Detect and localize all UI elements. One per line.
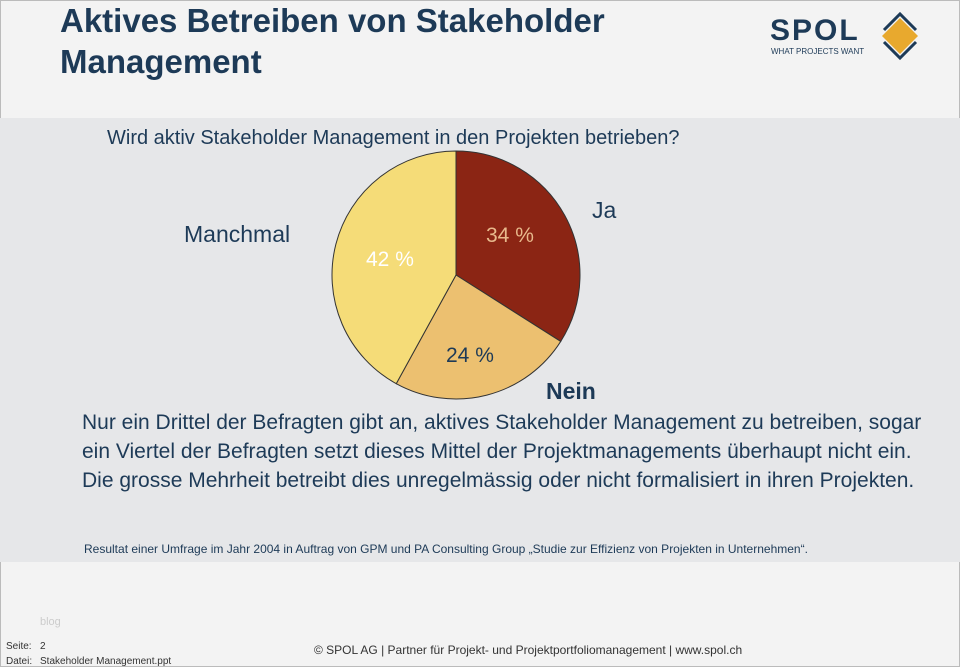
label-ja: 34 % <box>486 224 534 247</box>
legend-manchmal: Manchmal <box>184 221 291 247</box>
footer-copyright: © SPOL AG | Partner für Projekt- und Pro… <box>314 643 743 657</box>
page-title: Aktives Betreiben von Stakeholder Manage… <box>60 2 605 80</box>
svg-text:SPOL: SPOL <box>770 14 860 47</box>
svg-text:WHAT PROJECTS WANT: WHAT PROJECTS WANT <box>771 47 864 56</box>
pie-slice-ja <box>455 150 581 343</box>
label-nein: 24 % <box>446 344 494 367</box>
summary-text: Nur ein Drittel der Befragten gibt an, a… <box>82 411 922 492</box>
page-label: Seite: <box>6 641 32 652</box>
file-label: Datei: <box>6 656 33 667</box>
file-name: Stakeholder Management.ppt <box>40 656 172 667</box>
label-manchmal: 42 % <box>366 248 414 271</box>
legend-ja: Ja <box>592 197 617 223</box>
source-note: Resultat einer Umfrage im Jahr 2004 in A… <box>84 542 808 556</box>
blog-watermark: blog <box>40 616 61 628</box>
chart-question: Wird aktiv Stakeholder Management in den… <box>107 127 680 149</box>
pie-slice-nein <box>395 274 562 400</box>
pie-slice-manchmal <box>331 150 457 385</box>
legend-nein: Nein <box>546 378 596 404</box>
page-number: 2 <box>40 641 46 652</box>
spol-logo: SPOL WHAT PROJECTS WANT <box>770 11 930 67</box>
